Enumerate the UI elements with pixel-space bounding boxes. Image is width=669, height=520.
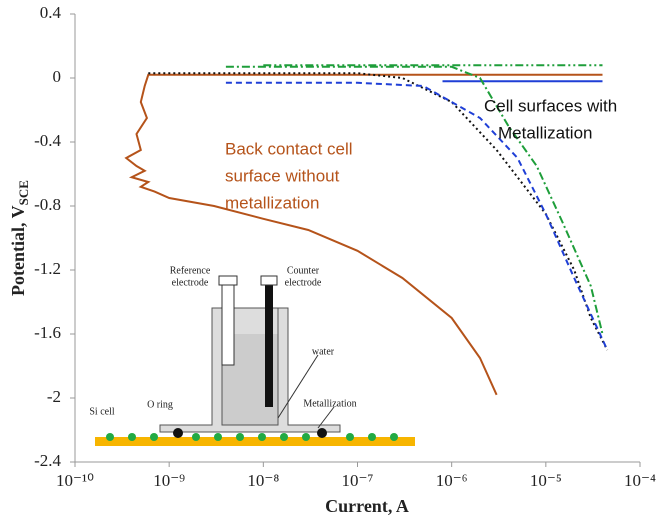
annotation: Metallization (498, 123, 593, 142)
y-tick-label: 0.4 (40, 3, 62, 22)
inset-label: electrode (285, 277, 322, 288)
y-tick-label: -2 (47, 387, 61, 406)
series-line (124, 73, 603, 396)
x-tick-label: 10⁻⁷ (342, 471, 374, 490)
inset-label: Counter (287, 265, 320, 276)
inset-label: O ring (147, 399, 173, 410)
inset-diagram (85, 262, 420, 454)
y-tick-label: -1.6 (34, 323, 61, 342)
x-axis-title: Current, A (325, 496, 409, 516)
y-tick-label: -0.4 (34, 131, 61, 150)
annotation: Cell surfaces with (484, 96, 617, 115)
y-axis-title-sub: SCE (16, 180, 31, 205)
inset-label: electrode (172, 277, 209, 288)
y-tick-label: 0 (53, 67, 62, 86)
x-tick-label: 10⁻¹⁰ (56, 471, 94, 490)
x-tick-label: 10⁻⁶ (436, 471, 468, 490)
inset-label: Reference (170, 265, 211, 276)
x-tick-label: 10⁻⁵ (530, 471, 562, 490)
annotation: Back contact cell (225, 139, 353, 158)
y-tick-label: -2.4 (34, 451, 61, 470)
inset-label: Si cell (89, 406, 114, 417)
inset-label: water (312, 346, 335, 357)
inset-label: Metallization (303, 398, 356, 409)
x-tick-label: 10⁻⁸ (247, 471, 279, 490)
annotation: surface without (225, 166, 340, 185)
y-tick-label: -0.8 (34, 195, 61, 214)
y-axis-title-main: Potential, V (8, 205, 28, 296)
x-tick-label: 10⁻⁹ (153, 471, 185, 490)
series-line (225, 65, 604, 335)
series-line (225, 81, 609, 351)
annotation: metallization (225, 193, 320, 212)
y-tick-label: -1.2 (34, 259, 61, 278)
x-tick-label: 10⁻⁴ (624, 471, 656, 490)
y-axis-title: Potential, VSCE (8, 180, 31, 296)
